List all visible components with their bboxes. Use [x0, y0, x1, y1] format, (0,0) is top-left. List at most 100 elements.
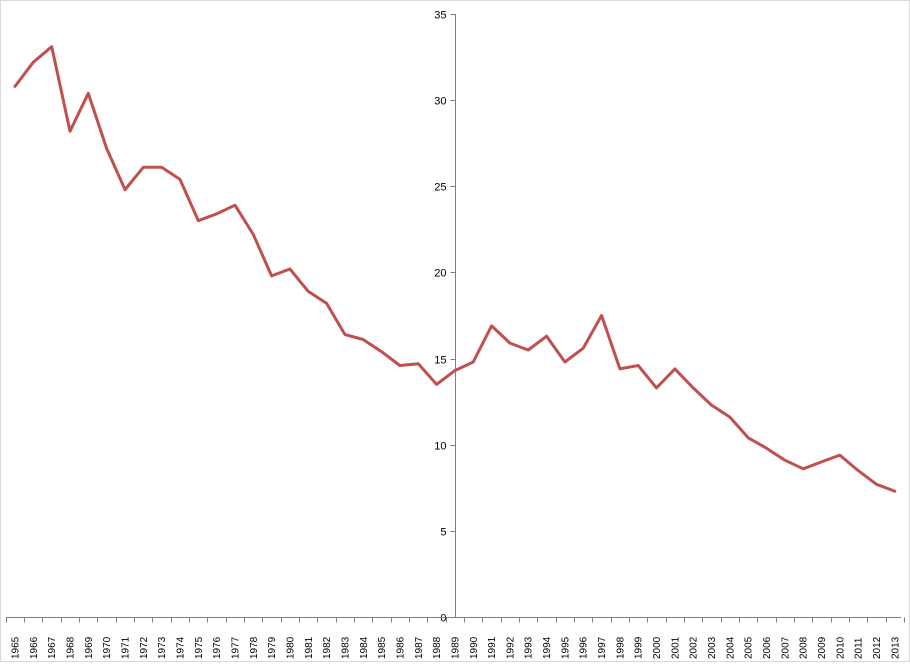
x-tick-label: 1975: [194, 636, 205, 659]
data-point: [325, 302, 328, 305]
data-point: [728, 416, 731, 419]
x-tick-label: 2000: [652, 636, 663, 659]
x-tick-label: 1997: [597, 636, 608, 659]
x-tick-label: 1979: [267, 636, 278, 659]
x-tick-label: 1976: [212, 636, 223, 659]
x-tick-label: 1968: [65, 636, 76, 659]
x-tick-label: 1998: [615, 636, 626, 659]
x-tick-label: 1971: [120, 636, 131, 659]
x-tick-label: 2009: [817, 636, 828, 659]
data-point: [472, 361, 475, 364]
x-tick-label: 1991: [487, 636, 498, 659]
x-tick-label: 1994: [542, 636, 553, 659]
x-tick-label: 1977: [230, 636, 241, 659]
data-point: [490, 324, 493, 327]
x-tick-label: 2001: [670, 636, 681, 659]
x-tick-label: 2010: [835, 636, 846, 659]
data-point: [527, 349, 530, 352]
data-point: [105, 147, 108, 150]
data-point: [307, 290, 310, 293]
data-point: [582, 347, 585, 350]
data-point: [142, 166, 145, 169]
data-point: [838, 454, 841, 457]
data-point: [179, 178, 182, 181]
x-tick-label: 1967: [47, 636, 58, 659]
data-point: [655, 386, 658, 389]
data-point: [343, 333, 346, 336]
y-tick-label: 5: [440, 527, 446, 539]
data-point: [673, 367, 676, 370]
data-point: [802, 467, 805, 470]
data-point: [69, 130, 72, 133]
data-point: [215, 212, 218, 215]
x-tick-label: 1999: [634, 636, 645, 659]
data-point: [783, 459, 786, 462]
x-tick-label: 1974: [175, 636, 186, 659]
data-point: [87, 92, 90, 95]
data-point: [600, 314, 603, 317]
x-tick-label: 2004: [725, 636, 736, 659]
data-point: [380, 350, 383, 353]
x-tick-label: 1973: [157, 636, 168, 659]
x-tick-label: 1984: [359, 636, 370, 659]
data-point: [508, 342, 511, 345]
x-tick-label: 1985: [377, 636, 388, 659]
x-tick-label: 1988: [432, 636, 443, 659]
x-tick-label: 1992: [505, 636, 516, 659]
data-point: [234, 204, 237, 207]
data-point: [435, 383, 438, 386]
data-point: [398, 364, 401, 367]
x-tick-label: 2005: [744, 636, 755, 659]
x-tick-label: 2011: [854, 637, 865, 659]
x-tick-label: 1965: [11, 636, 22, 659]
data-point: [197, 219, 200, 222]
x-tick-label: 1969: [84, 636, 95, 659]
x-tick-label: 2002: [689, 636, 700, 659]
x-tick-label: 1990: [469, 636, 480, 659]
data-point: [32, 61, 35, 64]
x-tick-label: 2006: [762, 636, 773, 659]
data-point: [124, 188, 127, 191]
data-point: [820, 460, 823, 463]
y-tick-label: 0: [440, 613, 446, 625]
x-tick-label: 2008: [799, 636, 810, 659]
x-tick-label: 2003: [707, 636, 718, 659]
data-point: [637, 364, 640, 367]
data-point: [252, 233, 255, 236]
x-tick-label: 1989: [450, 636, 461, 659]
data-point: [563, 361, 566, 364]
x-tick-label: 2007: [780, 636, 791, 659]
data-point: [692, 386, 695, 389]
x-tick-label: 1980: [285, 636, 296, 659]
data-point: [14, 85, 17, 88]
y-tick-label: 35: [434, 10, 446, 22]
series-layer: [13, 45, 897, 493]
data-point: [160, 166, 163, 169]
x-tick-label: 1986: [395, 636, 406, 659]
x-tick-label: 1978: [249, 636, 260, 659]
x-tick-label: 1966: [29, 636, 40, 659]
y-tick-label: 20: [434, 268, 446, 280]
x-tick-label: 1970: [102, 636, 113, 659]
y-tick-label: 30: [434, 96, 446, 108]
x-tick-label: 1982: [322, 636, 333, 659]
y-tick-label: 15: [434, 355, 446, 367]
data-point: [857, 469, 860, 472]
data-point: [545, 335, 548, 338]
data-point: [875, 483, 878, 486]
x-axis: 1965 1966 1967 1968 1969 1970 1971 1972 1973 1974…: [6, 617, 905, 659]
x-tick-label: 1993: [524, 636, 535, 659]
y-axis: 0 5 10 15 20 25 30 35: [434, 10, 456, 625]
data-point: [710, 404, 713, 407]
data-point: [288, 268, 291, 271]
x-tick-label: 1983: [340, 636, 351, 659]
x-tick-label: 2013: [890, 636, 901, 659]
y-tick-label: 25: [434, 182, 446, 194]
data-point: [618, 367, 621, 370]
x-tick-label: 1995: [560, 636, 571, 659]
x-tick-label: 1987: [414, 636, 425, 659]
x-tick-label: 2012: [872, 636, 883, 659]
data-point: [417, 362, 420, 365]
